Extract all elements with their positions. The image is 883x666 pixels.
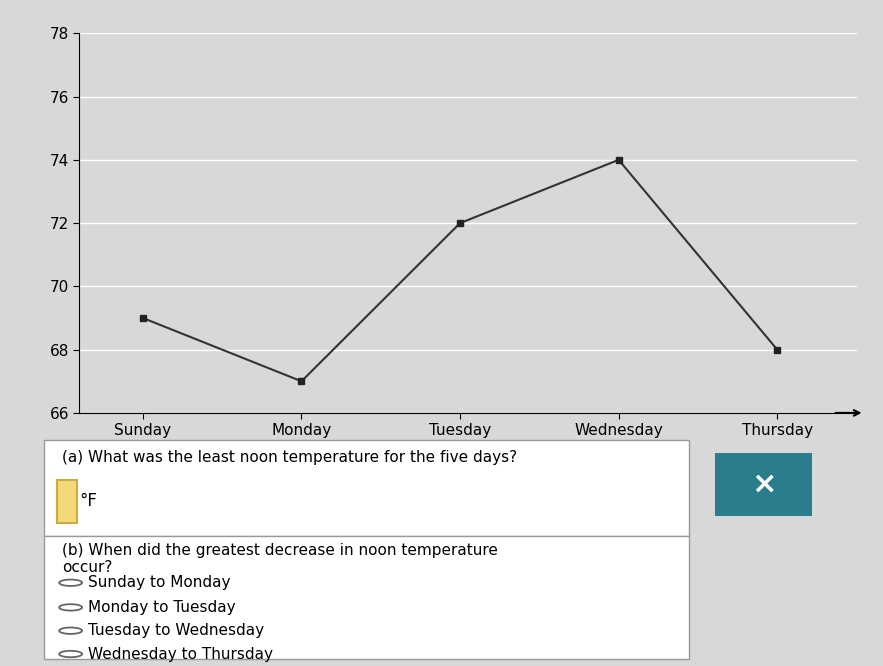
- Text: Tuesday to Wednesday: Tuesday to Wednesday: [88, 623, 264, 638]
- Text: °F: °F: [79, 492, 97, 510]
- Text: Monday to Tuesday: Monday to Tuesday: [88, 600, 236, 615]
- Bar: [715, 453, 812, 516]
- Bar: [44, 440, 689, 536]
- Text: ×: ×: [751, 470, 776, 499]
- Bar: [44, 536, 689, 659]
- Text: (b) When did the greatest decrease in noon temperature
occur?: (b) When did the greatest decrease in no…: [62, 543, 498, 575]
- Text: (a) What was the least noon temperature for the five days?: (a) What was the least noon temperature …: [62, 450, 517, 465]
- Text: Sunday to Monday: Sunday to Monday: [88, 575, 230, 590]
- Bar: [57, 480, 77, 523]
- Text: Wednesday to Thursday: Wednesday to Thursday: [88, 647, 274, 661]
